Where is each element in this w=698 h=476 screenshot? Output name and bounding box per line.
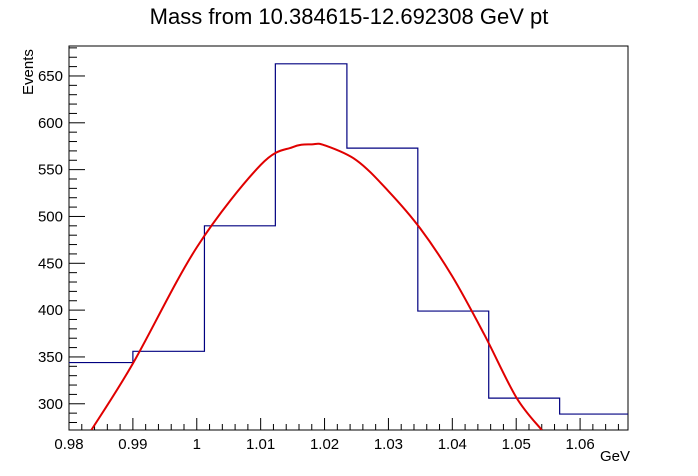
x-tick-label: 1.05 (502, 436, 531, 453)
x-tick-label: 1 (193, 436, 201, 453)
x-tick-label: 1.04 (438, 436, 467, 453)
x-tick-label: 1.03 (374, 436, 403, 453)
histogram-series (69, 63, 628, 415)
x-tick-label: 1.01 (246, 436, 275, 453)
x-tick-label: 1.02 (310, 436, 339, 453)
plot-frame (68, 45, 629, 431)
y-tick-label: 450 (38, 255, 63, 272)
y-tick-label: 650 (38, 68, 63, 85)
x-tick-label: 1.06 (565, 436, 594, 453)
chart-title: Mass from 10.384615-12.692308 GeV pt (149, 4, 549, 29)
y-tick-label: 350 (38, 349, 63, 366)
y-tick-label: 550 (38, 162, 63, 179)
y-axis-label: Events (20, 49, 37, 95)
y-tick-label: 400 (38, 302, 63, 319)
x-tick-label: 0.98 (54, 436, 83, 453)
y-tick-label: 300 (38, 396, 63, 413)
x-axis-label: GeV (599, 448, 630, 465)
fit-curve-series (90, 142, 543, 430)
y-tick-label: 500 (38, 208, 63, 225)
y-tick-label: 600 (38, 115, 63, 132)
x-tick-label: 0.99 (118, 436, 147, 453)
